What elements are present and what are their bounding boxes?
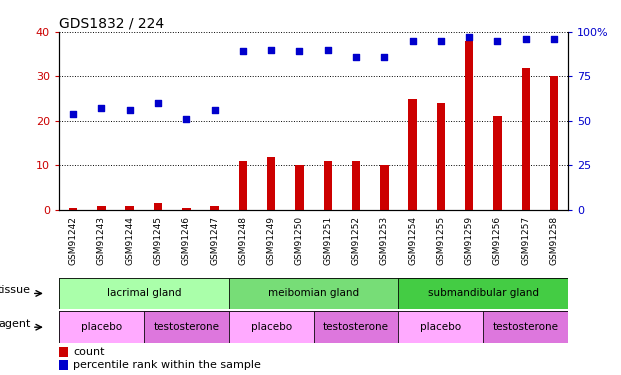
Text: GSM91258: GSM91258	[550, 216, 558, 265]
Text: GSM91245: GSM91245	[153, 216, 163, 265]
Point	[294, 48, 304, 54]
Bar	[144, 311, 229, 343]
Point	[465, 34, 474, 40]
Point	[407, 38, 417, 44]
Text: tissue: tissue	[0, 285, 31, 295]
Text: meibomian gland: meibomian gland	[268, 288, 359, 298]
Text: GDS1832 / 224: GDS1832 / 224	[59, 17, 164, 31]
Point	[266, 47, 276, 53]
Point	[153, 100, 163, 106]
Text: lacrimal gland: lacrimal gland	[107, 288, 181, 298]
Point	[96, 105, 106, 111]
Bar	[125, 206, 134, 210]
Point	[125, 107, 135, 113]
Point	[238, 48, 248, 54]
Point	[521, 36, 531, 42]
Bar	[465, 41, 473, 210]
Text: GSM91252: GSM91252	[351, 216, 361, 265]
Text: GSM91255: GSM91255	[437, 216, 445, 265]
Bar	[399, 311, 483, 343]
Bar	[154, 203, 162, 210]
Point	[210, 107, 220, 113]
Text: placebo: placebo	[251, 322, 292, 332]
Point	[549, 36, 559, 42]
Text: placebo: placebo	[420, 322, 461, 332]
Bar	[182, 208, 191, 210]
Bar	[295, 165, 304, 210]
Bar	[493, 117, 502, 210]
Text: GSM91251: GSM91251	[324, 216, 332, 265]
Bar	[238, 161, 247, 210]
Text: GSM91243: GSM91243	[97, 216, 106, 265]
Text: placebo: placebo	[81, 322, 122, 332]
Bar	[550, 76, 558, 210]
Bar	[483, 311, 568, 343]
Bar	[229, 278, 399, 309]
Point	[492, 38, 502, 44]
Text: testosterone: testosterone	[493, 322, 559, 332]
Text: GSM91249: GSM91249	[266, 216, 276, 265]
Bar	[267, 157, 276, 210]
Point	[379, 54, 389, 60]
Text: GSM91247: GSM91247	[210, 216, 219, 265]
Bar	[522, 68, 530, 210]
Text: count: count	[73, 347, 105, 357]
Text: GSM91256: GSM91256	[493, 216, 502, 265]
Bar	[97, 206, 106, 210]
Bar	[59, 278, 229, 309]
Bar	[59, 360, 68, 370]
Bar	[59, 347, 68, 357]
Bar	[409, 99, 417, 210]
Bar	[211, 206, 219, 210]
Text: percentile rank within the sample: percentile rank within the sample	[73, 360, 261, 370]
Bar	[351, 161, 360, 210]
Text: GSM91253: GSM91253	[380, 216, 389, 265]
Bar	[314, 311, 399, 343]
Point	[181, 116, 191, 122]
Text: GSM91250: GSM91250	[295, 216, 304, 265]
Text: submandibular gland: submandibular gland	[428, 288, 539, 298]
Text: testosterone: testosterone	[153, 322, 219, 332]
Point	[351, 54, 361, 60]
Point	[436, 38, 446, 44]
Bar	[437, 103, 445, 210]
Text: testosterone: testosterone	[323, 322, 389, 332]
Text: GSM91257: GSM91257	[521, 216, 530, 265]
Text: agent: agent	[0, 319, 31, 329]
Text: GSM91254: GSM91254	[408, 216, 417, 265]
Bar	[380, 165, 389, 210]
Text: GSM91248: GSM91248	[238, 216, 247, 265]
Text: GSM91242: GSM91242	[69, 216, 78, 265]
Bar	[324, 161, 332, 210]
Bar	[229, 311, 314, 343]
Bar	[59, 311, 144, 343]
Text: GSM91244: GSM91244	[125, 216, 134, 265]
Bar	[69, 208, 78, 210]
Point	[68, 111, 78, 117]
Bar	[399, 278, 568, 309]
Text: GSM91259: GSM91259	[465, 216, 474, 265]
Text: GSM91246: GSM91246	[182, 216, 191, 265]
Point	[323, 47, 333, 53]
